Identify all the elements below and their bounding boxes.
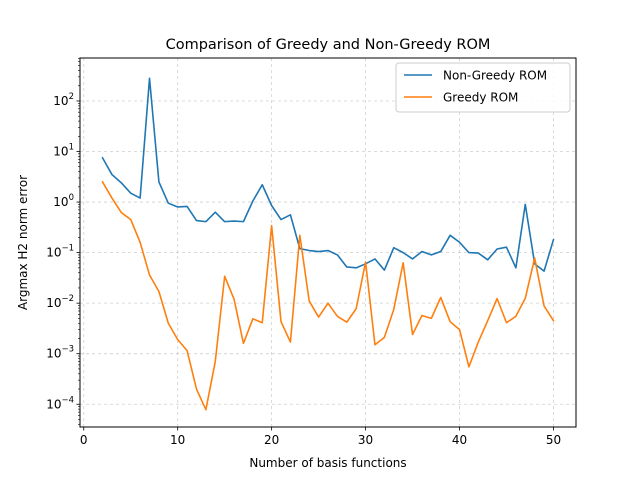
x-tick-label: 0 [80,433,88,447]
x-tick-label: 50 [546,433,561,447]
x-axis-label: Number of basis functions [249,456,406,470]
x-tick-label: 40 [452,433,467,447]
legend: Non-Greedy ROM Greedy ROM [395,62,571,113]
legend-label-greedy: Greedy ROM [443,91,518,105]
x-tick-label: 30 [358,433,373,447]
y-tick-label: 100 [53,193,74,209]
y-tick-label: 10−1 [46,244,74,260]
x-tick-label: 20 [264,433,279,447]
series-lines [101,77,555,411]
x-tick-label: 10 [170,433,185,447]
y-tick-label: 101 [53,143,74,159]
series-line-greedy [101,180,555,411]
y-axis-label: Argmax H2 norm error [16,175,30,310]
legend-box [395,62,571,113]
y-tick-label: 102 [53,92,74,108]
plot-frame [79,57,577,428]
y-tick-label: 10−4 [46,395,74,411]
y-tick-label: 10−3 [46,345,74,361]
legend-label-non-greedy: Non-Greedy ROM [443,69,547,83]
series-line-non-greedy [101,77,555,272]
axis-ticks: 0 10 20 30 40 50 10−4 10−3 10−2 10−1 100 101 102 [46,57,561,447]
y-tick-label: 10−2 [46,294,74,310]
chart-title: Comparison of Greedy and Non-Greedy ROM [166,37,491,53]
